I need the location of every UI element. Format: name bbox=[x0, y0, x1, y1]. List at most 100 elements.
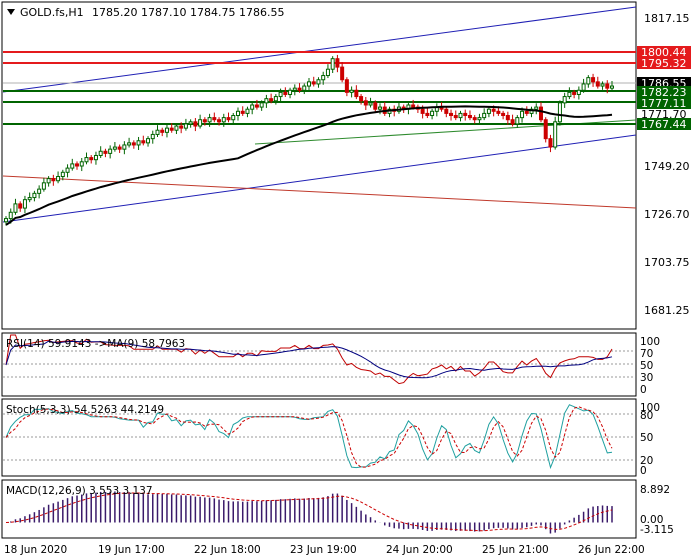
candle-body bbox=[444, 108, 449, 114]
candle-body bbox=[486, 108, 491, 114]
descending-red-line bbox=[2, 175, 637, 209]
candle-body bbox=[174, 125, 179, 131]
candle-body bbox=[491, 108, 496, 112]
candle-body bbox=[27, 197, 32, 201]
candle-body bbox=[430, 110, 435, 117]
candle-body bbox=[458, 112, 463, 119]
candle-body bbox=[264, 98, 269, 104]
candle-body bbox=[288, 89, 293, 95]
candle-body bbox=[576, 89, 581, 95]
candle-body bbox=[307, 81, 311, 87]
candle-body bbox=[472, 117, 477, 121]
candle-body bbox=[482, 112, 487, 119]
time-label: 24 Jun 20:00 bbox=[386, 544, 453, 556]
rsi-tick: 50 bbox=[640, 360, 653, 372]
candle-body bbox=[359, 96, 364, 102]
candle-body bbox=[510, 119, 515, 125]
candle-body bbox=[534, 106, 539, 110]
candle-body bbox=[18, 203, 23, 209]
candle-body bbox=[349, 89, 354, 93]
macd-tick: -3.115 bbox=[640, 524, 674, 536]
stoch-label: Stoch(5,3,3) 54.5263 44.2149 bbox=[6, 404, 164, 416]
candle-body bbox=[188, 121, 193, 125]
candle-body bbox=[311, 81, 316, 85]
candle-body bbox=[340, 66, 345, 81]
candle-body bbox=[581, 83, 586, 91]
candle-body bbox=[330, 58, 335, 70]
candle-body bbox=[198, 119, 203, 127]
candle-body bbox=[335, 58, 340, 68]
candle-body bbox=[245, 108, 250, 114]
rsi-line bbox=[5, 334, 613, 385]
candle-body bbox=[60, 171, 65, 178]
rsi-lines bbox=[5, 334, 613, 385]
candle-body bbox=[524, 110, 529, 114]
price-tag: 1777.11 bbox=[641, 97, 687, 110]
ohlc-values: 1785.20 1787.10 1784.75 1786.55 bbox=[92, 6, 284, 19]
rsi-ma-line bbox=[5, 340, 613, 379]
price-tick: 1726.70 bbox=[644, 208, 690, 221]
candle-body bbox=[520, 110, 525, 119]
candle-body bbox=[226, 117, 231, 121]
candle-body bbox=[269, 98, 274, 102]
header-dropdown-icon[interactable] bbox=[7, 9, 15, 15]
macd-label: MACD(12,26,9) 3.553 3.137 bbox=[6, 485, 153, 497]
candle-body bbox=[591, 77, 596, 83]
candle-body bbox=[202, 119, 207, 123]
candle-body bbox=[302, 85, 307, 91]
candle-body bbox=[235, 110, 240, 117]
candle-body bbox=[75, 163, 80, 167]
candle-body bbox=[183, 123, 188, 129]
candle-body bbox=[131, 142, 136, 146]
price-tag: 1795.32 bbox=[641, 57, 687, 70]
time-label: 23 Jun 19:00 bbox=[290, 544, 357, 556]
price-tag: 1782.23 bbox=[641, 86, 687, 99]
candle-body bbox=[155, 129, 160, 135]
candle-body bbox=[46, 178, 51, 184]
candle-body bbox=[122, 144, 127, 150]
candle-body bbox=[70, 163, 75, 169]
candle-body bbox=[32, 192, 37, 199]
candle-body bbox=[567, 91, 572, 98]
candle-body bbox=[449, 112, 454, 117]
price-tick: 1817.15 bbox=[644, 12, 690, 25]
time-label: 19 Jun 17:00 bbox=[98, 544, 165, 556]
candle-body bbox=[259, 102, 264, 108]
candle-body bbox=[127, 142, 132, 146]
macd-histogram bbox=[5, 491, 613, 534]
time-label: 22 Jun 18:00 bbox=[194, 544, 261, 556]
candle-body bbox=[79, 161, 84, 167]
price-axis: 1817.15 1749.20 1726.70 1703.75 1681.25 bbox=[644, 12, 690, 317]
rsi-tick: 70 bbox=[640, 348, 653, 360]
time-label: 18 Jun 2020 bbox=[4, 544, 67, 556]
candle-body bbox=[98, 150, 103, 156]
channel-lower-line bbox=[2, 134, 637, 223]
candle-body bbox=[501, 112, 506, 117]
candle-body bbox=[321, 75, 326, 81]
candle-body bbox=[325, 68, 330, 77]
macd-signal-line bbox=[5, 492, 613, 532]
candle-body bbox=[146, 138, 151, 144]
candle-body bbox=[93, 154, 98, 161]
candle-body bbox=[141, 140, 146, 144]
price-tick: 1703.75 bbox=[644, 256, 690, 269]
time-label: 25 Jun 21:00 bbox=[482, 544, 549, 556]
rsi-tick: 0 bbox=[640, 384, 647, 396]
candle-body bbox=[65, 167, 70, 173]
candle-body bbox=[297, 87, 302, 91]
candle-body bbox=[150, 133, 155, 140]
candle-body bbox=[586, 77, 591, 85]
candle-body bbox=[543, 119, 548, 140]
candle-body bbox=[164, 127, 169, 133]
rsi-level-lines bbox=[3, 350, 635, 378]
candle-body bbox=[273, 96, 278, 102]
candle-body bbox=[22, 199, 27, 209]
candle-body bbox=[557, 102, 562, 123]
stoch-tick: 80 bbox=[640, 410, 653, 422]
candle-body bbox=[378, 106, 383, 110]
candle-body bbox=[84, 157, 89, 163]
candle-body bbox=[207, 117, 212, 123]
candle-body bbox=[193, 121, 198, 127]
candle-body bbox=[231, 115, 236, 121]
stoch-labels: Stoch(5,3,3) 54.5263 44.2149 100 80 50 2… bbox=[6, 402, 660, 477]
